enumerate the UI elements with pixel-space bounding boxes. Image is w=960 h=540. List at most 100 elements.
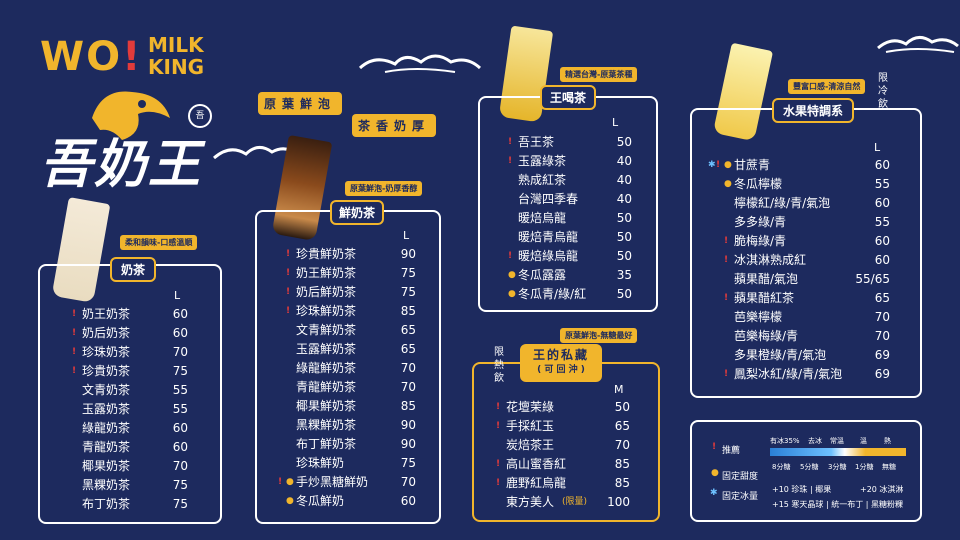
sweet-level-1: 1分糖 bbox=[855, 463, 874, 471]
fruit-item-name: 冬瓜檸檬 bbox=[734, 177, 783, 191]
milk-tea-list: ! 奶王奶茶 60! 奶后奶茶 60! 珍珠奶茶 70! 珍貴奶茶 75 文青奶茶 55 玉露奶茶 55… bbox=[66, 305, 206, 514]
fresh-milk-tea-item-name: 黑粿鮮奶茶 bbox=[296, 418, 357, 432]
fruit-item-name: 蘋果醋/氣泡 bbox=[734, 272, 799, 286]
king-tea-item-name: 冬瓜露露 bbox=[518, 268, 567, 282]
fresh-milk-tea-row: ! 奶后鮮奶茶 75 bbox=[280, 283, 420, 302]
recommend-legend-label: 推薦 bbox=[722, 446, 741, 456]
fresh-milk-tea-item-name: 玉露鮮奶茶 bbox=[296, 342, 357, 356]
fruit-item-price: 60 bbox=[874, 253, 890, 267]
king-tea-list: ! 吾王茶 50! 玉露綠茶 40 熟成紅茶 40 台灣四季春 40 暖焙烏龍 50 暖焙青烏龍 50!… bbox=[502, 133, 632, 304]
slogan-2: 茶香奶厚 bbox=[352, 114, 437, 137]
fruit-tag: 豐富口感-清涼自然 bbox=[788, 79, 866, 94]
fresh-milk-tea-item-price: 65 bbox=[400, 323, 416, 337]
fruit-item-price: 69 bbox=[874, 348, 890, 362]
recommend-icon: ! bbox=[724, 293, 729, 303]
fruit-item-price: 69 bbox=[874, 367, 890, 381]
fresh-milk-tea-item-price: 70 bbox=[400, 361, 416, 375]
fruit-item-price: 55 bbox=[874, 215, 890, 229]
milk-tea-item-name: 玉露奶茶 bbox=[82, 402, 131, 416]
temperature-scale-bar bbox=[770, 448, 906, 456]
recommend-icon: ! bbox=[724, 255, 729, 265]
milk-tea-item-name: 文青奶茶 bbox=[82, 383, 131, 397]
fixed-sweet-icon: ● bbox=[724, 179, 732, 189]
fresh-milk-tea-item-name: 手炒黑糖鮮奶 bbox=[296, 475, 369, 489]
private-item-price: 65 bbox=[614, 419, 630, 433]
milk-tea-title: 奶茶 bbox=[110, 257, 156, 282]
recommend-icon: ! bbox=[508, 251, 513, 261]
recommend-icon: ! bbox=[496, 421, 501, 431]
fresh-milk-tea-item-price: 90 bbox=[400, 418, 416, 432]
fruit-row: ! 鳳梨冰紅/綠/青/氣泡 69 bbox=[708, 365, 890, 384]
fruit-item-name: 多多綠/青 bbox=[734, 215, 787, 229]
private-item-extra: (限量) bbox=[562, 497, 588, 507]
fresh-milk-tea-row: 布丁鮮奶茶 90 bbox=[280, 435, 420, 454]
king-tea-item-name: 暖焙烏龍 bbox=[518, 211, 567, 225]
recommend-icon: ! bbox=[508, 137, 513, 147]
king-tea-item-price: 50 bbox=[616, 249, 632, 263]
private-tag: 原葉鮮泡-無糖最好 bbox=[560, 328, 638, 343]
fruit-row: 芭樂梅綠/青 70 bbox=[708, 327, 890, 346]
milk-tea-item-price: 60 bbox=[172, 307, 188, 321]
fresh-milk-tea-item-price: 90 bbox=[400, 247, 416, 261]
fresh-milk-tea-row: ! 珍珠鮮奶茶 85 bbox=[280, 302, 420, 321]
king-tea-item-name: 暖焙青烏龍 bbox=[518, 230, 579, 244]
fruit-item-price: 60 bbox=[874, 234, 890, 248]
king-tea-row: ! 吾王茶 50 bbox=[502, 133, 632, 152]
fresh-milk-tea-item-name: 椰果鮮奶茶 bbox=[296, 399, 357, 413]
milk-tea-row: 布丁奶茶 75 bbox=[66, 495, 206, 514]
fresh-milk-tea-row: ●! 手炒黑糖鮮奶 70 bbox=[278, 473, 420, 492]
milk-tea-row: ! 奶王奶茶 60 bbox=[66, 305, 206, 324]
fixed-sweet-icon: ● bbox=[286, 496, 294, 506]
fruit-item-name: 多果橙綠/青/氣泡 bbox=[734, 348, 827, 362]
fixed-sweet-icon: ● bbox=[286, 477, 294, 487]
private-title-text: 王的私藏 bbox=[532, 348, 589, 362]
private-item-name: 高山蜜香紅 bbox=[506, 457, 567, 471]
fruit-item-name: 芭樂梅綠/青 bbox=[734, 329, 799, 343]
fixed-sweet-icon: ● bbox=[508, 289, 516, 299]
recommend-icon: ! bbox=[286, 306, 291, 316]
milk-tea-item-price: 60 bbox=[172, 421, 188, 435]
milk-tea-item-price: 75 bbox=[172, 497, 188, 511]
fruit-item-name: 鳳梨冰紅/綠/青/氣泡 bbox=[734, 367, 843, 381]
fruit-size-header: L bbox=[874, 141, 881, 154]
recommend-icon: ! bbox=[278, 477, 283, 487]
private-item-name: 東方美人 bbox=[506, 495, 555, 509]
private-row: ! 鹿野紅烏龍 85 bbox=[496, 474, 636, 493]
fresh-milk-tea-row: 珍珠鮮奶 75 bbox=[280, 454, 420, 473]
milk-tea-item-name: 奶后奶茶 bbox=[82, 326, 131, 340]
recommend-icon: ! bbox=[508, 156, 513, 166]
fresh-milk-tea-tag: 原葉鮮泡-奶厚香醇 bbox=[345, 181, 423, 196]
private-row: ! 花壇茉綠 50 bbox=[496, 398, 636, 417]
milk-tea-row: 椰果奶茶 70 bbox=[66, 457, 206, 476]
fresh-milk-tea-item-price: 70 bbox=[400, 380, 416, 394]
fresh-milk-tea-item-price: 75 bbox=[400, 456, 416, 470]
fresh-milk-tea-row: 青龍鮮奶茶 70 bbox=[280, 378, 420, 397]
fruit-item-name: 芭樂檸檬 bbox=[734, 310, 783, 324]
king-tea-row: 暖焙青烏龍 50 bbox=[502, 228, 632, 247]
private-item-name: 花壇茉綠 bbox=[506, 400, 555, 414]
private-row: 炭焙茶王 70 bbox=[496, 436, 636, 455]
dragon-icon bbox=[92, 91, 170, 140]
private-item-price: 85 bbox=[614, 476, 630, 490]
ice-level-hot: 熱 bbox=[884, 437, 891, 445]
milk-tea-item-name: 布丁奶茶 bbox=[82, 497, 131, 511]
fresh-milk-tea-item-name: 布丁鮮奶茶 bbox=[296, 437, 357, 451]
milk-tea-item-name: 珍珠奶茶 bbox=[82, 345, 131, 359]
recommend-icon: ! bbox=[286, 287, 291, 297]
recommend-icon: ! bbox=[496, 402, 501, 412]
king-tea-row: ! 玉露綠茶 40 bbox=[502, 152, 632, 171]
fruit-row: 芭樂檸檬 70 bbox=[708, 308, 890, 327]
cloud-decoration-top-center bbox=[358, 54, 482, 73]
hot-only-note: 限熱飲 bbox=[494, 347, 504, 384]
seal-icon: 吾 bbox=[188, 104, 212, 128]
king-tea-item-price: 35 bbox=[616, 268, 632, 282]
milk-tea-item-price: 55 bbox=[172, 402, 188, 416]
fruit-item-name: 甘蔗青 bbox=[734, 158, 771, 172]
king-tea-item-name: 台灣四季春 bbox=[518, 192, 579, 206]
fruit-item-price: 70 bbox=[874, 310, 890, 324]
private-list: ! 花壇茉綠 50! 手採紅玉 65 炭焙茶王 70! 高山蜜香紅 85! 鹿野紅烏龍 85 東方美人… bbox=[496, 398, 636, 512]
fixed-ice-icon: ✱ bbox=[708, 160, 716, 170]
fresh-milk-tea-row: 文青鮮奶茶 65 bbox=[280, 321, 420, 340]
fruit-item-name: 脆梅綠/青 bbox=[734, 234, 787, 248]
fixed-sweet-icon: ● bbox=[508, 270, 516, 280]
